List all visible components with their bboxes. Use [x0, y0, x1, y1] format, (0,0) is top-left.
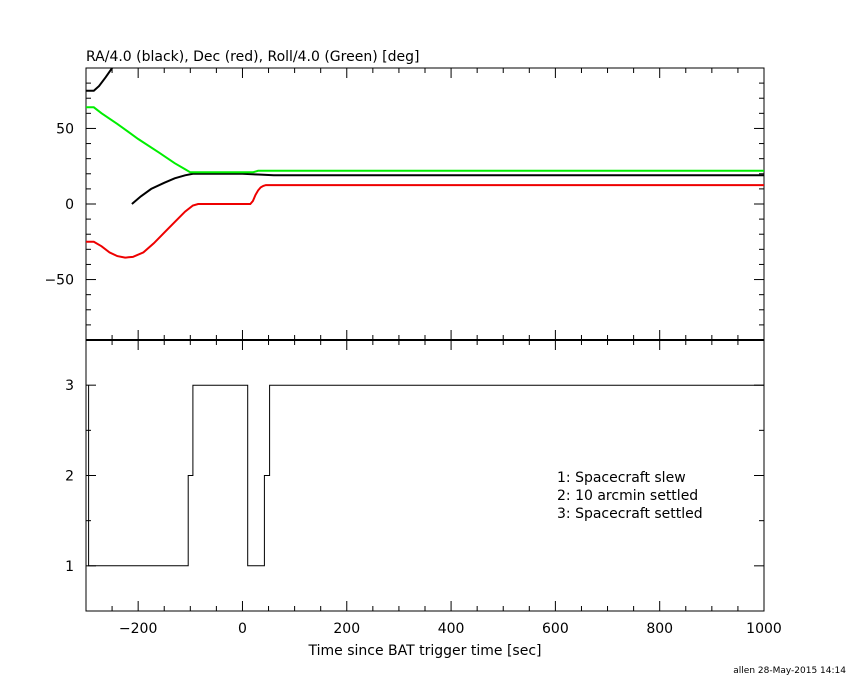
y-tick-label: 0	[65, 197, 74, 213]
legend-entry: 2: 10 arcmin settled	[557, 488, 698, 504]
y-tick-label: 1	[65, 559, 74, 575]
y-tick-label: −50	[44, 273, 74, 289]
dec-series-line	[86, 184, 764, 259]
y-tick-label: 3	[65, 378, 74, 394]
legend-entry: 1: Spacecraft slew	[557, 470, 686, 486]
x-tick-label: 600	[542, 621, 569, 637]
state-step-line	[88, 384, 764, 567]
x-tick-label: 200	[333, 621, 360, 637]
x-tick-label: 400	[438, 621, 465, 637]
y-tick-label: 50	[56, 121, 74, 137]
legend-entry: 3: Spacecraft settled	[557, 506, 703, 522]
y-tick-label: 2	[65, 469, 74, 485]
ra-series-line	[86, 68, 113, 92]
bottom-panel: 1 2 3 −200 0 200 400 600 800 1000	[65, 339, 782, 637]
x-tick-label: 800	[646, 621, 673, 637]
top-panel-frame	[85, 67, 765, 341]
footer-credit: allen 28-May-2015 14:14	[733, 666, 846, 676]
x-tick-label: 0	[238, 621, 247, 637]
top-panel-title: RA/4.0 (black), Dec (red), Roll/4.0 (Gre…	[86, 49, 419, 65]
state-legend: 1: Spacecraft slew 2: 10 arcmin settled 3:…	[557, 470, 703, 522]
x-tick-label: 1000	[746, 621, 782, 637]
x-tick-label: −200	[119, 621, 157, 637]
top-panel: −50 0 50	[44, 67, 765, 341]
ra-series-line	[131, 172, 764, 205]
x-axis-label: Time since BAT trigger time [sec]	[308, 643, 542, 659]
roll-series-line	[86, 106, 764, 174]
